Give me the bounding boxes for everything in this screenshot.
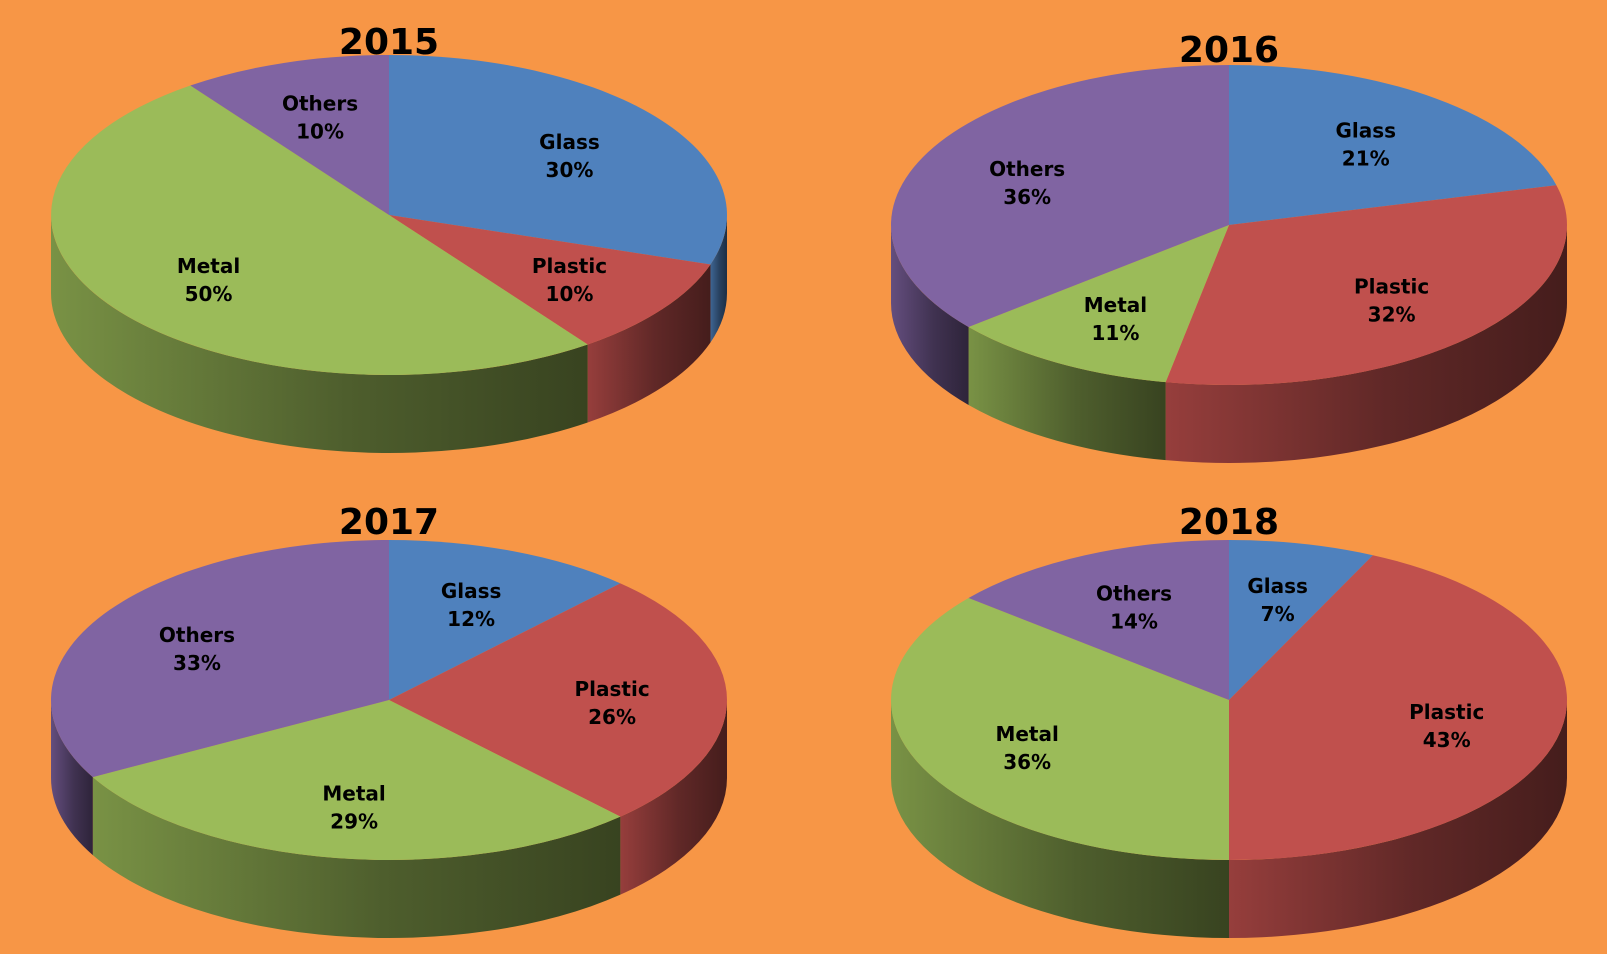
pie-side-metal: [51, 215, 588, 453]
slice-value-glass: 21%: [1342, 147, 1390, 171]
pie-chart-2016: Glass 21% Plastic 32% Metal 11% Others 36% 2016: [891, 30, 1567, 463]
pie-slice-plastic: [389, 583, 728, 817]
pie-slice-others: [50, 540, 389, 778]
slice-value-glass: 30%: [546, 158, 594, 182]
pie-side-2015: [51, 215, 727, 453]
slice-value-glass: 12%: [447, 607, 495, 631]
slice-value-plastic: 10%: [546, 282, 594, 306]
pie-slice-glass: [389, 55, 727, 265]
pie-chart-2018: Glass 7% Plastic 43% Metal 36% Others 14% 2018: [891, 502, 1568, 938]
pie-side-plastic: [1165, 225, 1567, 463]
slice-label-glass: Glass: [1335, 119, 1396, 143]
slice-label-glass: Glass: [539, 130, 600, 154]
slice-label-plastic: Plastic: [532, 254, 607, 278]
slice-value-metal: 29%: [330, 809, 378, 833]
pie-slice-glass: [389, 540, 621, 700]
slice-value-plastic: 32%: [1368, 302, 1416, 326]
pie-slice-plastic: [1165, 185, 1567, 385]
pie-chart-2015: Glass 30% Plastic 10% Metal 50% Others 10% 2015: [51, 22, 727, 453]
pie-side-glass: [710, 215, 727, 343]
pie-side-2018: [891, 700, 1567, 938]
slice-label-metal: Metal: [1084, 293, 1147, 317]
pie-side-metal: [92, 777, 621, 938]
slice-label-plastic: Plastic: [1409, 700, 1484, 724]
slice-value-plastic: 26%: [588, 705, 636, 729]
pie-slice-plastic: [389, 215, 711, 345]
slice-value-others: 14%: [1110, 609, 1158, 633]
pie-side-plastic: [1229, 700, 1567, 938]
pie-side-others: [51, 700, 93, 856]
slice-label-metal: Metal: [177, 254, 240, 278]
slice-label-glass: Glass: [441, 579, 502, 603]
slice-value-plastic: 43%: [1423, 728, 1471, 752]
pie-side-2017: [51, 700, 727, 938]
pie-chart-2017: Glass 12% Plastic 26% Metal 29% Others 33% 2017: [50, 502, 728, 938]
pie-side-plastic: [587, 264, 711, 423]
slice-label-others: Others: [159, 623, 235, 647]
pie-slice-plastic: [1229, 555, 1568, 860]
chart-title: 2017: [339, 502, 439, 543]
slice-value-others: 33%: [173, 651, 221, 675]
pie-side-plastic: [620, 700, 727, 895]
slice-value-others: 10%: [296, 120, 344, 144]
pie-slice-metal: [891, 598, 1229, 860]
pie-slice-metal: [968, 225, 1229, 383]
pie-side-metal: [891, 700, 1229, 938]
slice-value-metal: 11%: [1092, 321, 1140, 345]
slice-label-others: Others: [282, 92, 358, 116]
pie-slice-others: [190, 55, 389, 215]
pie-side-2016: [891, 225, 1567, 463]
slice-label-plastic: Plastic: [574, 677, 649, 701]
slice-value-metal: 50%: [185, 282, 233, 306]
slice-label-plastic: Plastic: [1354, 274, 1429, 298]
slice-label-others: Others: [1096, 581, 1172, 605]
pie-side-others: [891, 225, 969, 405]
slice-label-glass: Glass: [1247, 574, 1308, 598]
pie-slice-glass: [1229, 540, 1373, 700]
pie-slice-metal: [51, 85, 588, 375]
chart-title: 2016: [1179, 30, 1279, 71]
chart-title: 2015: [339, 22, 439, 63]
pie-slice-others: [891, 65, 1229, 327]
pie-slice-others: [968, 540, 1229, 700]
pie-side-metal: [968, 326, 1166, 461]
slice-label-others: Others: [989, 157, 1065, 181]
pie-slice-metal: [92, 700, 621, 861]
chart-title: 2018: [1179, 502, 1279, 543]
slice-label-metal: Metal: [995, 722, 1058, 746]
pie-slice-glass: [1229, 65, 1557, 225]
slice-value-metal: 36%: [1003, 750, 1051, 774]
slice-value-glass: 7%: [1261, 602, 1295, 626]
slice-label-metal: Metal: [322, 781, 385, 805]
slice-value-others: 36%: [1003, 185, 1051, 209]
